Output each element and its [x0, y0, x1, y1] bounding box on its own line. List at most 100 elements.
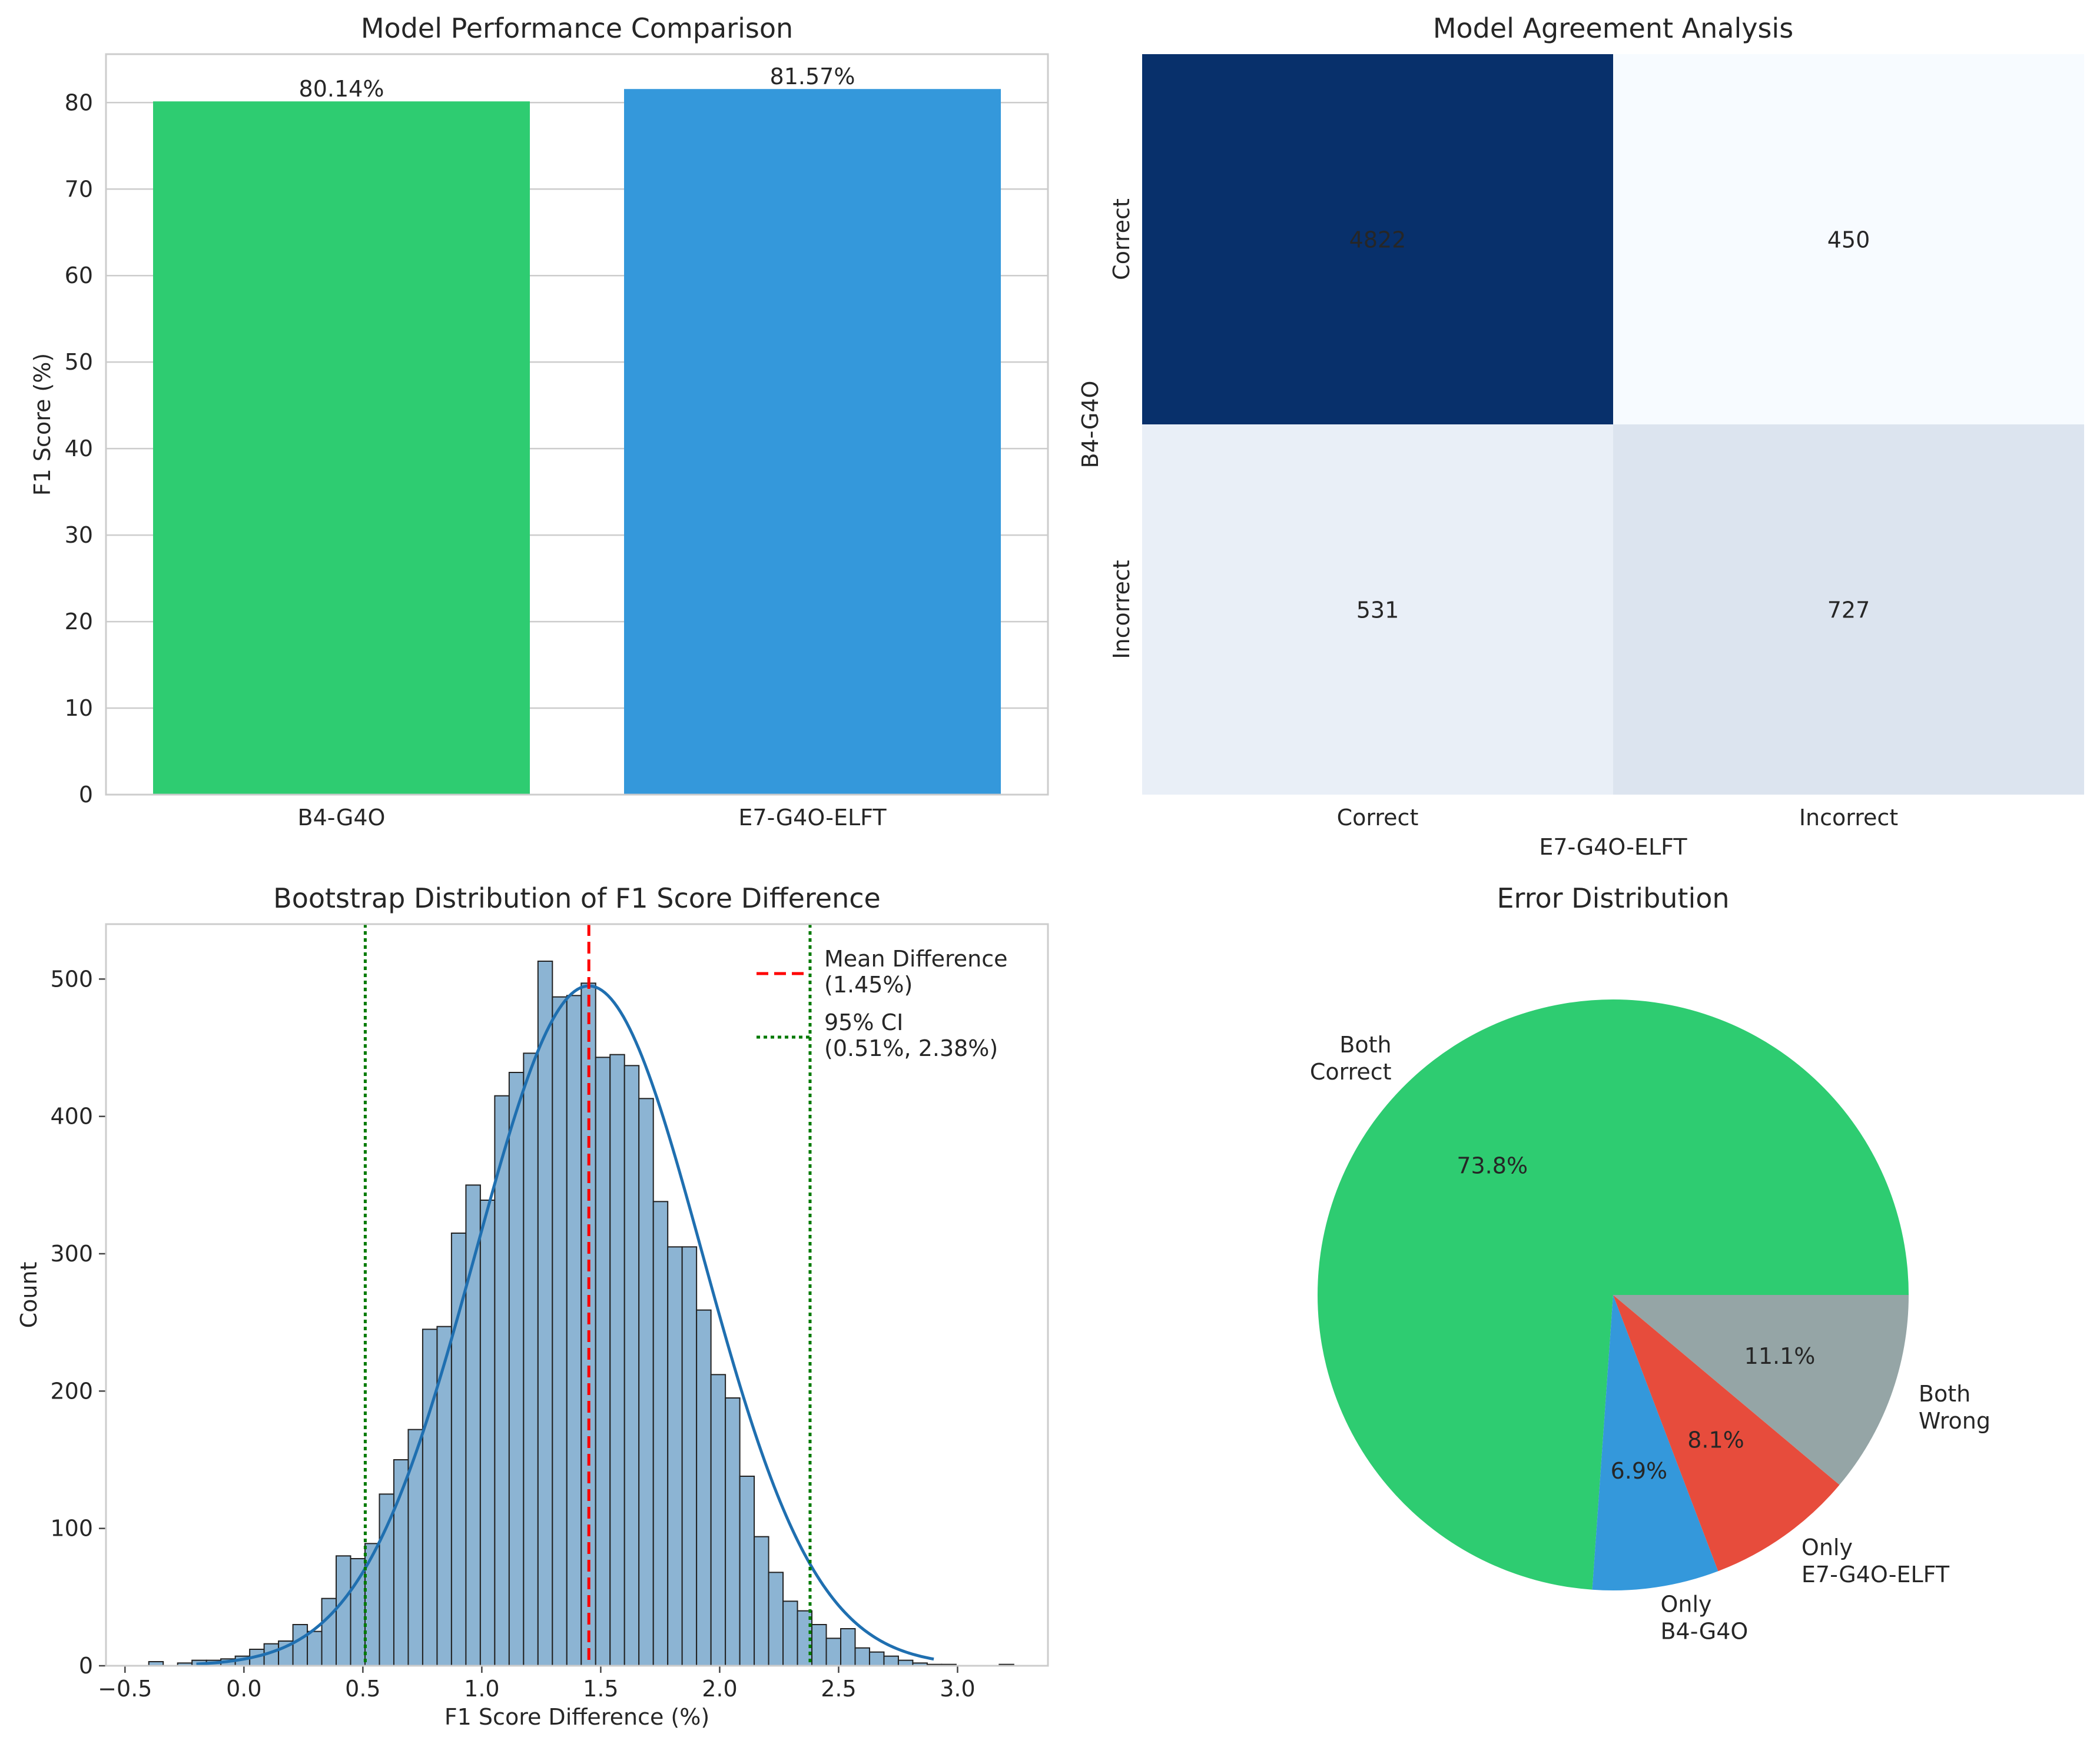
histogram-bar — [710, 1374, 726, 1666]
pie-slice-label: Only B4-G4O — [1660, 1591, 1748, 1644]
histogram-bar — [739, 1476, 755, 1666]
x-axis-label: E7-G4O-ELFT — [1539, 834, 1687, 860]
heatmap-value: 727 — [1827, 597, 1870, 623]
histogram-bar — [811, 1624, 827, 1666]
x-tick-label: Correct — [1337, 805, 1419, 831]
y-tick-label: 500 — [50, 966, 93, 992]
histogram-bar — [422, 1328, 438, 1666]
y-tick-label: 60 — [65, 263, 93, 288]
y-tick-label: 200 — [50, 1378, 93, 1404]
pie-percent-label: 73.8% — [1457, 1153, 1528, 1179]
y-tick-label: 30 — [65, 522, 93, 548]
x-tick-label: 0.0 — [226, 1676, 261, 1702]
x-tick-label: 1.0 — [464, 1676, 499, 1702]
histogram-bar — [638, 1098, 654, 1667]
histogram-bar — [782, 1600, 798, 1666]
histogram-bar — [725, 1397, 741, 1666]
histogram-bar — [868, 1651, 885, 1667]
histogram-bar — [479, 1200, 496, 1666]
y-tick-label: Correct — [1109, 198, 1134, 280]
histogram-bar — [623, 1065, 640, 1667]
pie-slice — [1613, 1295, 1840, 1572]
kde-curve — [196, 984, 934, 1666]
legend-mean-label: Mean Difference — [824, 946, 1008, 972]
pie-slice-label-line: Correct — [1310, 1059, 1392, 1085]
histogram-bar — [537, 961, 553, 1666]
pie-slice-label-line: E7-G4O-ELFT — [1802, 1562, 1950, 1587]
y-tick-label: 20 — [65, 609, 93, 635]
y-tick-label: 80 — [65, 89, 93, 115]
pie-slice-label: Only E7-G4O-ELFT — [1802, 1535, 1950, 1587]
y-tick-label: 400 — [50, 1104, 93, 1130]
pie-slice-label-line: Wrong — [1919, 1408, 1990, 1434]
x-tick-label: 3.0 — [940, 1676, 975, 1702]
y-tick-label: 10 — [65, 695, 93, 721]
pie-slice-label: Both Wrong — [1919, 1381, 1990, 1434]
y-tick-label: 40 — [65, 436, 93, 461]
y-axis-label: B4-G4O — [1077, 381, 1103, 469]
bar — [153, 101, 530, 795]
x-tick-label: 0.5 — [345, 1676, 380, 1702]
x-tick-label: −0.5 — [98, 1676, 152, 1702]
y-tick-label: 0 — [79, 1653, 93, 1679]
heatmap-cell — [1613, 54, 2084, 424]
histogram-bar — [825, 1638, 841, 1666]
pie-percent-label: 6.9% — [1611, 1458, 1668, 1484]
pie-slice-label-line: Both — [1919, 1381, 1970, 1407]
x-tick-label: 2.5 — [821, 1676, 856, 1702]
pie-slice — [1613, 1295, 1909, 1485]
bar — [624, 89, 1001, 795]
pie-slice-label-line: B4-G4O — [1660, 1618, 1748, 1644]
histogram-bar — [566, 995, 582, 1666]
y-tick-label: 100 — [50, 1516, 93, 1542]
x-tick-label: B4-G4O — [298, 805, 386, 831]
histogram-bar — [667, 1246, 683, 1666]
pie-slice-label: Both Correct — [1310, 1032, 1392, 1085]
y-axis-label: F1 Score (%) — [29, 353, 55, 496]
axes-frame — [105, 923, 1049, 1667]
bar-value-label: 81.57% — [770, 64, 855, 89]
heatmap-value: 450 — [1827, 227, 1870, 253]
histogram-bar — [768, 1572, 784, 1666]
y-tick-label: 50 — [65, 349, 93, 375]
y-tick-label: Incorrect — [1109, 560, 1134, 659]
histogram-bar — [754, 1536, 769, 1667]
bar-chart-panel: 0 10 20 30 40 50 60 70 80 80.14% B4-G4O 81.57% E7-G4… — [29, 12, 1049, 831]
histogram-bar — [336, 1555, 351, 1666]
pie-percent-label: 11.1% — [1744, 1343, 1816, 1369]
histogram-bar — [364, 1543, 380, 1666]
histogram-bar — [321, 1597, 337, 1667]
heatmap-value: 531 — [1356, 597, 1399, 623]
histogram-bar — [652, 1201, 669, 1667]
x-tick-label: E7-G4O-ELFT — [738, 805, 887, 831]
legend-ci-value: (0.51%, 2.38%) — [824, 1035, 998, 1061]
pie-slice — [1592, 1295, 1719, 1590]
histogram-bar — [883, 1655, 899, 1667]
histogram-bar — [292, 1624, 308, 1666]
pie-slice — [1318, 999, 1909, 1590]
y-tick-label: 0 — [79, 782, 93, 808]
y-tick-label: 70 — [65, 176, 93, 202]
chart-title: Model Performance Comparison — [361, 12, 793, 44]
histogram-bar — [552, 996, 568, 1666]
histogram-bar — [609, 1054, 625, 1666]
histogram-bar — [379, 1493, 394, 1666]
y-tick-label: 300 — [50, 1241, 93, 1267]
x-axis-label: F1 Score Difference (%) — [444, 1704, 709, 1730]
chart-title: Model Agreement Analysis — [1433, 12, 1793, 44]
chart-title: Bootstrap Distribution of F1 Score Diffe… — [273, 882, 881, 914]
legend-ci-label: 95% CI — [824, 1009, 903, 1035]
heatmap-cell — [1142, 54, 1613, 424]
histogram-bar — [523, 1052, 539, 1666]
pie-percent-label: 8.1% — [1687, 1427, 1744, 1453]
pie-slice-label-line: Only — [1660, 1591, 1711, 1617]
legend-mean-value: (1.45%) — [824, 972, 913, 998]
heatmap-cell — [1142, 424, 1613, 795]
pie-slice-label-line: Only — [1802, 1535, 1853, 1560]
x-tick-label: 1.5 — [583, 1676, 618, 1702]
heatmap-cell — [1613, 424, 2084, 795]
heatmap-value: 4822 — [1349, 227, 1406, 253]
heatmap-panel: 4822 450 531 727 Correct Incorrect Correct Inco… — [1077, 12, 2084, 860]
